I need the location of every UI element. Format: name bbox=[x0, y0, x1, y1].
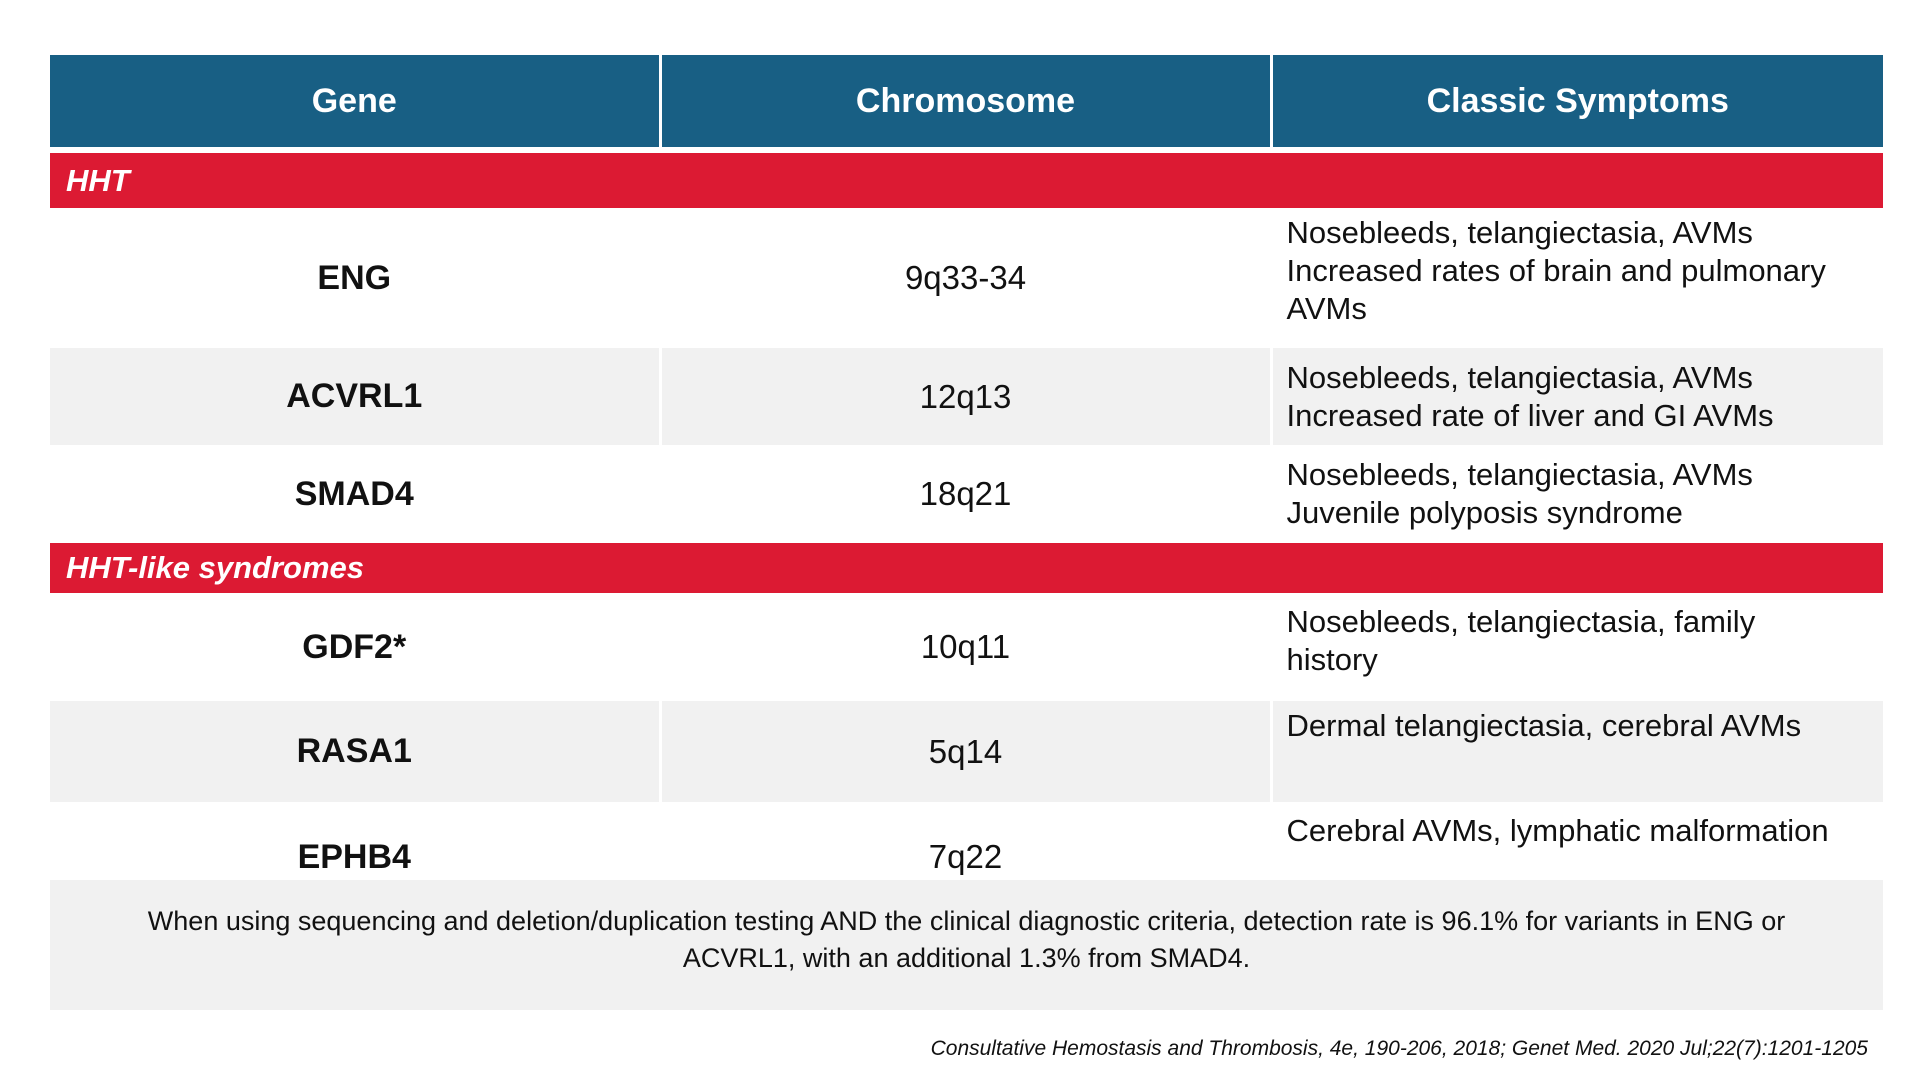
symptom-line: Nosebleeds, telangiectasia, family bbox=[1286, 604, 1756, 639]
symptom-line: Cerebral AVMs, lymphatic malformation bbox=[1286, 813, 1829, 848]
symptom-line: Nosebleeds, telangiectasia, AVMs bbox=[1286, 215, 1753, 250]
gene-cell: ACVRL1 bbox=[50, 348, 660, 445]
gene-table: Gene Chromosome Classic Symptoms HHT ENG… bbox=[50, 55, 1883, 912]
gene-cell: ENG bbox=[50, 208, 660, 348]
symptom-line: Nosebleeds, telangiectasia, AVMs bbox=[1286, 457, 1753, 492]
chromosome-cell: 10q11 bbox=[658, 593, 1271, 701]
detection-rate-note: When using sequencing and deletion/dupli… bbox=[50, 880, 1883, 1010]
header-chromosome: Chromosome bbox=[658, 55, 1271, 153]
symptom-line: AVMs bbox=[1286, 291, 1367, 326]
chromosome-cell: 5q14 bbox=[658, 701, 1271, 802]
header-gene: Gene bbox=[50, 55, 660, 153]
table-row-gdf2: GDF2* 10q11 Nosebleeds, telangiectasia, … bbox=[50, 593, 1883, 701]
gene-cell: GDF2* bbox=[50, 593, 660, 701]
header-classic-symptoms: Classic Symptoms bbox=[1269, 55, 1883, 153]
gene-cell: SMAD4 bbox=[50, 445, 660, 543]
symptom-line: Dermal telangiectasia, cerebral AVMs bbox=[1286, 708, 1802, 743]
chromosome-cell: 12q13 bbox=[658, 348, 1271, 445]
table-row-eng: ENG 9q33-34 Nosebleeds, telangiectasia, … bbox=[50, 208, 1883, 348]
table-row-smad4: SMAD4 18q21 Nosebleeds, telangiectasia, … bbox=[50, 445, 1883, 543]
section-row-hht-like-syndromes: HHT-like syndromes bbox=[50, 543, 1883, 593]
gene-cell: RASA1 bbox=[50, 701, 660, 802]
table-header-row: Gene Chromosome Classic Symptoms bbox=[50, 55, 1883, 153]
chromosome-cell: 9q33-34 bbox=[658, 208, 1271, 348]
symptom-line: history bbox=[1286, 642, 1378, 677]
section-row-hht: HHT bbox=[50, 150, 1883, 208]
symptoms-cell: Nosebleeds, telangiectasia, family histo… bbox=[1269, 593, 1883, 701]
note-text: When using sequencing and deletion/dupli… bbox=[147, 906, 1786, 973]
symptoms-cell: Nosebleeds, telangiectasia, AVMs Juvenil… bbox=[1269, 445, 1883, 543]
table-row-acvrl1: ACVRL1 12q13 Nosebleeds, telangiectasia,… bbox=[50, 348, 1883, 445]
symptoms-cell: Nosebleeds, telangiectasia, AVMs Increas… bbox=[1269, 348, 1883, 445]
table-row-rasa1: RASA1 5q14 Dermal telangiectasia, cerebr… bbox=[50, 701, 1883, 802]
symptoms-cell: Dermal telangiectasia, cerebral AVMs bbox=[1269, 701, 1883, 802]
section-label: HHT-like syndromes bbox=[50, 543, 1883, 593]
chromosome-cell: 18q21 bbox=[658, 445, 1271, 543]
symptom-line: Nosebleeds, telangiectasia, AVMs bbox=[1286, 359, 1753, 395]
citation: Consultative Hemostasis and Thrombosis, … bbox=[930, 1037, 1868, 1060]
symptoms-cell: Nosebleeds, telangiectasia, AVMs Increas… bbox=[1269, 208, 1883, 348]
symptom-line: Increased rate of liver and GI AVMs bbox=[1286, 397, 1774, 433]
section-label: HHT bbox=[50, 150, 1883, 208]
symptom-line: Juvenile polyposis syndrome bbox=[1286, 495, 1683, 530]
symptom-line: Increased rates of brain and pulmonary bbox=[1286, 253, 1826, 288]
